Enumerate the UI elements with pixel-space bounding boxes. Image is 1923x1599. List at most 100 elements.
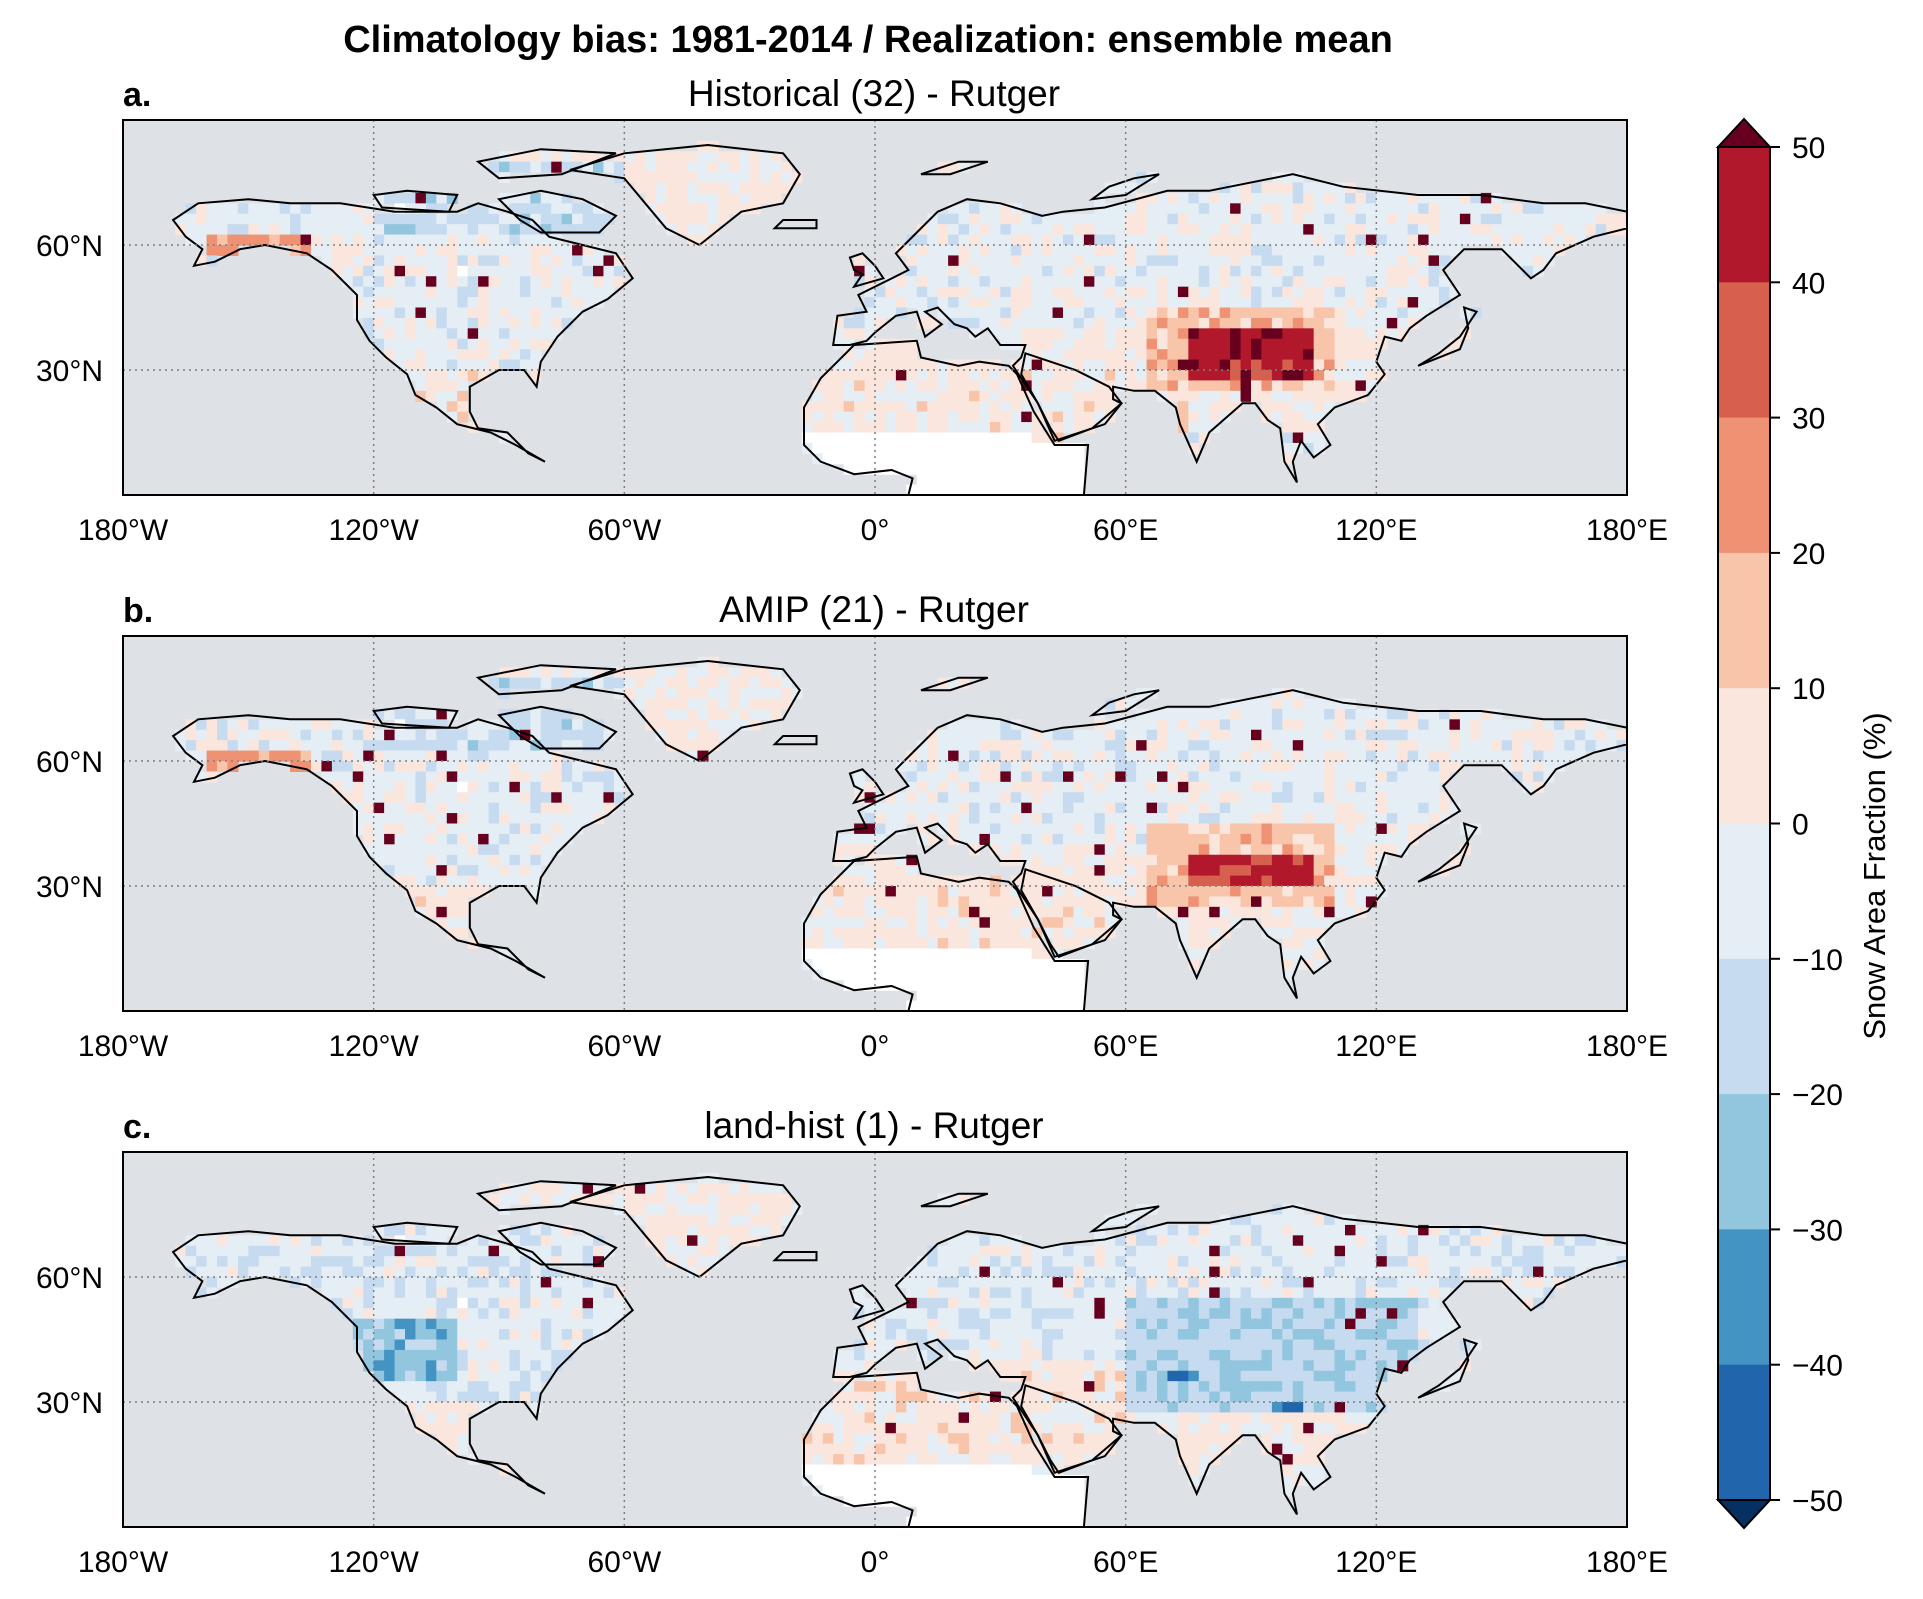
bias-cell xyxy=(425,750,437,762)
bias-cell xyxy=(551,667,563,679)
bias-cell xyxy=(906,484,918,495)
bias-cell xyxy=(1470,1224,1482,1236)
bias-cell xyxy=(311,203,323,215)
bias-cell xyxy=(519,224,531,236)
bias-cell xyxy=(1021,213,1033,225)
bias-cell xyxy=(1198,781,1210,793)
bias-cell xyxy=(1209,896,1221,908)
bias-cell xyxy=(478,823,490,835)
bias-cell xyxy=(1146,813,1158,825)
bias-cell xyxy=(572,1245,584,1257)
bias-cell xyxy=(478,338,490,350)
bias-cell xyxy=(1083,833,1095,845)
bias-cell xyxy=(1031,432,1043,444)
bias-cell xyxy=(937,453,949,465)
bias-cell xyxy=(1188,708,1200,720)
bias-cell xyxy=(906,813,918,825)
bias-cell xyxy=(1324,203,1336,215)
bias-cell xyxy=(311,1235,323,1247)
bias-cell xyxy=(969,380,981,392)
bias-cell xyxy=(551,317,563,329)
bias-cell xyxy=(687,750,699,762)
bias-cell xyxy=(551,1245,563,1257)
bias-cell xyxy=(300,224,312,236)
bias-cell xyxy=(1188,1224,1200,1236)
bias-cell xyxy=(373,213,385,225)
bias-cell xyxy=(1000,1256,1012,1268)
bias-cell xyxy=(1000,969,1012,981)
bias-cell xyxy=(979,1235,991,1247)
bias-cell xyxy=(206,1256,218,1268)
bias-cell xyxy=(488,359,500,371)
bias-cell xyxy=(1167,359,1179,371)
bias-cell xyxy=(394,286,406,298)
bias-cell xyxy=(1386,761,1398,773)
bias-cell xyxy=(540,245,552,257)
bias-cell xyxy=(561,265,573,277)
bias-cell xyxy=(1303,432,1315,444)
bias-cell xyxy=(425,844,437,856)
bias-cell xyxy=(1031,474,1043,486)
bias-cell xyxy=(1282,906,1294,918)
bias-cell xyxy=(760,161,772,173)
bias-cell xyxy=(1136,854,1148,866)
bias-cell xyxy=(1188,192,1200,204)
bias-cell xyxy=(1177,854,1189,866)
bias-cell xyxy=(1094,1297,1106,1309)
bias-cell xyxy=(1376,813,1388,825)
bias-cell xyxy=(561,1193,573,1205)
bias-cell xyxy=(593,1245,605,1257)
bias-cell xyxy=(927,958,939,970)
bias-cell xyxy=(1125,276,1137,288)
bias-cell xyxy=(1031,1266,1043,1278)
bias-cell xyxy=(895,761,907,773)
bias-cell xyxy=(1042,917,1054,929)
bias-cell xyxy=(1533,234,1545,246)
bias-cell xyxy=(1104,1245,1116,1257)
bias-cell xyxy=(1136,1245,1148,1257)
bias-cell xyxy=(1167,276,1179,288)
bias-cell xyxy=(1271,1245,1283,1257)
bias-cell xyxy=(384,265,396,277)
bias-cell xyxy=(707,203,719,215)
bias-cell xyxy=(1115,297,1127,309)
bias-cell xyxy=(1261,328,1273,340)
bias-cell xyxy=(1261,265,1273,277)
bias-cell xyxy=(1543,771,1555,783)
bias-cell xyxy=(1219,203,1231,215)
bias-cell xyxy=(843,411,855,423)
bias-cell xyxy=(1439,1277,1451,1289)
bias-cell xyxy=(1271,802,1283,814)
bias-cell xyxy=(979,213,991,225)
bias-cell xyxy=(1167,1224,1179,1236)
bias-cell xyxy=(446,265,458,277)
bias-cell xyxy=(1491,224,1503,236)
bias-cell xyxy=(1146,729,1158,741)
bias-cell xyxy=(1042,729,1054,741)
bias-cell xyxy=(478,833,490,845)
bias-cell xyxy=(1031,792,1043,804)
bias-cell xyxy=(969,213,981,225)
bias-cell xyxy=(1386,1256,1398,1268)
bias-cell xyxy=(958,938,970,950)
bias-cell xyxy=(342,213,354,225)
bias-cell xyxy=(1303,750,1315,762)
bias-cell xyxy=(1324,771,1336,783)
bias-cell xyxy=(300,750,312,762)
bias-cell xyxy=(582,161,594,173)
bias-cell xyxy=(478,771,490,783)
bias-cell xyxy=(958,234,970,246)
bias-cell xyxy=(405,349,417,361)
bias-cell xyxy=(948,823,960,835)
bias-cell xyxy=(540,255,552,267)
bias-cell xyxy=(833,917,845,929)
bias-cell xyxy=(1031,896,1043,908)
bias-cell xyxy=(436,833,448,845)
bias-cell xyxy=(196,1266,208,1278)
bias-cell xyxy=(1418,307,1430,319)
bias-cell xyxy=(1313,265,1325,277)
bias-cell xyxy=(352,1266,364,1278)
bias-cell xyxy=(1418,1308,1430,1320)
bias-cell xyxy=(969,1256,981,1268)
bias-cell xyxy=(248,213,260,225)
